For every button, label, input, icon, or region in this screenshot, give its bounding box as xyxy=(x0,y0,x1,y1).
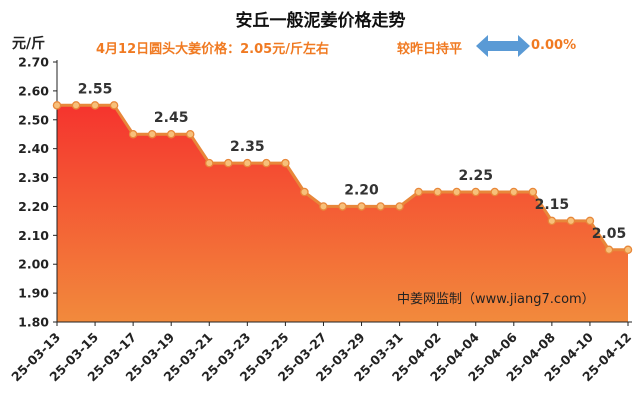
y-tick-label: 2.60 xyxy=(18,83,49,98)
y-tick-label: 2.50 xyxy=(18,112,49,127)
data-point xyxy=(224,158,233,168)
data-point xyxy=(547,216,557,226)
data-point xyxy=(52,101,62,110)
y-tick-label: 2.20 xyxy=(18,199,49,214)
data-point xyxy=(205,158,214,168)
y-tick-label: 2.40 xyxy=(18,141,49,156)
y-tick-label: 2.10 xyxy=(18,228,49,243)
data-label: 2.20 xyxy=(344,182,379,198)
data-point xyxy=(604,245,614,255)
data-point xyxy=(319,202,328,211)
data-point xyxy=(490,187,500,197)
data-point xyxy=(338,202,347,211)
data-point xyxy=(395,202,404,211)
data-point xyxy=(71,101,81,110)
data-point xyxy=(243,158,252,168)
data-label: 2.25 xyxy=(458,168,493,184)
data-point xyxy=(376,202,385,211)
data-point xyxy=(281,158,290,168)
chart-title: 安丘一般泥姜价格走势 xyxy=(235,11,406,31)
data-point xyxy=(147,129,157,139)
data-point xyxy=(109,101,119,110)
data-point xyxy=(433,187,442,197)
price-subtitle: 4月12日圆头大姜价格：2.05元/斤左右 xyxy=(96,42,329,57)
data-point xyxy=(585,216,595,226)
data-label: 2.15 xyxy=(535,197,570,213)
change-percent: 0.00% xyxy=(531,38,577,53)
y-tick-label: 2.70 xyxy=(18,55,49,70)
data-point xyxy=(262,158,271,168)
data-point xyxy=(566,216,576,226)
change-subtitle: 较昨日持平 xyxy=(397,42,463,57)
y-tick-label: 2.30 xyxy=(18,170,49,185)
data-label: 2.45 xyxy=(154,110,189,126)
data-point xyxy=(90,101,100,110)
price-area-fill xyxy=(57,105,628,322)
data-label: 2.55 xyxy=(78,81,113,97)
data-point xyxy=(414,187,423,197)
data-point xyxy=(166,129,176,139)
watermark: 中姜网监制（www.jiang7.com） xyxy=(397,292,595,307)
data-point xyxy=(128,129,138,139)
y-tick-label: 2.00 xyxy=(18,257,49,272)
data-point xyxy=(509,187,519,197)
data-point xyxy=(300,187,309,197)
data-point xyxy=(528,187,538,197)
data-point xyxy=(623,245,633,255)
data-label: 2.05 xyxy=(592,226,627,242)
data-point xyxy=(471,187,480,197)
double-arrow-icon xyxy=(476,35,530,57)
data-point xyxy=(452,187,461,197)
y-tick-label: 1.80 xyxy=(18,315,49,330)
data-point xyxy=(185,129,195,139)
y-axis-unit-label: 元/斤 xyxy=(12,36,46,52)
data-label: 2.35 xyxy=(230,139,265,155)
data-point xyxy=(357,202,366,211)
y-tick-label: 1.90 xyxy=(18,286,49,301)
